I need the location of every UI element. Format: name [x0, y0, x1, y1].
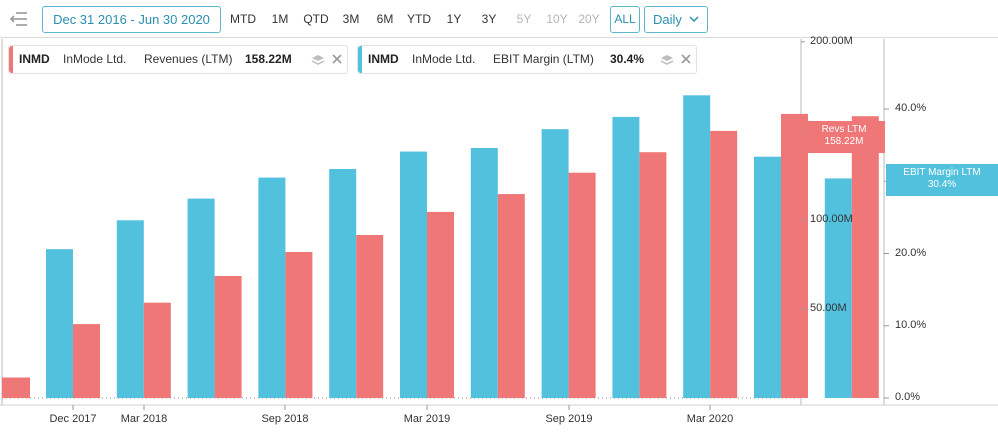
legend-chip-ebit-margin[interactable]: INMD InMode Ltd. EBIT Margin (LTM) 30.4%	[357, 45, 697, 74]
legend-metric: EBIT Margin (LTM)	[493, 52, 594, 66]
margin-axis-label: 20.0%	[895, 246, 927, 259]
margin-axis-label: 10.0%	[895, 318, 927, 331]
x-tick-label: Sep 2019	[545, 413, 593, 425]
chevron-down-icon	[689, 16, 699, 23]
range-button-5y[interactable]: 5Y	[516, 12, 532, 26]
ebit-margin-bar	[541, 129, 569, 398]
legend-ticker: INMD	[19, 52, 50, 66]
legend-chip-revenues[interactable]: INMD InMode Ltd. Revenues (LTM) 158.22M	[8, 45, 348, 74]
ebit-margin-bar	[329, 169, 357, 398]
range-button-qtd[interactable]: QTD	[303, 12, 329, 26]
margin-axis-label: 0.0%	[895, 391, 921, 403]
revenue-bar	[73, 324, 100, 398]
close-icon[interactable]	[680, 53, 692, 65]
revenue-bar	[639, 152, 667, 398]
legend-value: 158.22M	[245, 52, 292, 66]
range-button-20y[interactable]: 20Y	[578, 12, 600, 26]
ebit-margin-bar	[470, 148, 498, 398]
ebit-margin-bar	[400, 151, 427, 398]
revenue-axis-label: 200.00M	[810, 34, 853, 47]
margin-axis-label: 40.0%	[895, 102, 927, 114]
revenue-bar	[497, 194, 525, 398]
range-button-all[interactable]: ALL	[610, 6, 640, 33]
collapse-left-icon[interactable]	[8, 8, 30, 30]
layers-icon[interactable]	[660, 53, 674, 67]
range-button-mtd[interactable]: MTD	[230, 12, 256, 26]
close-icon[interactable]	[331, 53, 343, 65]
range-button-ytd[interactable]: YTD	[407, 12, 431, 26]
margin-flag-label: EBIT Margin LTM	[903, 167, 981, 178]
legend-metric: Revenues (LTM)	[144, 52, 233, 66]
revenue-bar	[143, 302, 171, 398]
x-tick-label: Dec 2017	[49, 413, 97, 425]
range-button-3y[interactable]: 3Y	[481, 12, 497, 26]
range-button-10y[interactable]: 10Y	[546, 12, 568, 26]
revenue-flag-label: Revs LTM	[821, 124, 867, 135]
legend-company: InMode Ltd.	[63, 52, 127, 66]
ebit-margin-bar	[116, 220, 144, 398]
x-tick-label: Sep 2018	[261, 413, 309, 425]
revenue-bar	[2, 377, 30, 398]
x-tick-label: Mar 2019	[403, 413, 451, 425]
ebit-margin-bar	[46, 249, 73, 398]
toolbar: Dec 31 2016 - Jun 30 2020 MTD 1M QTD 3M 6M YT…	[0, 0, 998, 38]
x-tick-label: Mar 2020	[686, 413, 734, 425]
revenue-bar	[851, 116, 879, 398]
revenue-bar	[781, 113, 808, 399]
revenue-axis-label: 100.00M	[810, 212, 853, 225]
ebit-margin-bar	[824, 178, 852, 398]
range-button-1m[interactable]: 1M	[271, 12, 289, 26]
date-range-picker[interactable]: Dec 31 2016 - Jun 30 2020	[42, 6, 221, 33]
x-tick-label: Mar 2018	[120, 413, 168, 425]
revenue-flag-value: 158.22M	[824, 136, 864, 147]
interval-select[interactable]: Daily	[644, 6, 708, 33]
range-button-1y[interactable]: 1Y	[446, 12, 462, 26]
legend-company: InMode Ltd.	[412, 52, 476, 66]
legend-ticker: INMD	[368, 52, 399, 66]
revenue-bar	[427, 211, 454, 398]
margin-flag-value: 30.4%	[927, 179, 957, 190]
layers-icon[interactable]	[311, 53, 325, 67]
margin-value-flag: EBIT Margin LTM 30.4%	[886, 164, 998, 196]
revenue-bar	[710, 130, 738, 398]
revenue-value-flag: Revs LTM 158.22M	[803, 121, 885, 153]
revenue-bar	[356, 235, 384, 398]
legend-color-bar	[358, 46, 362, 73]
ebit-margin-bar	[258, 177, 286, 398]
ebit-margin-bar	[683, 95, 711, 399]
revenue-bar	[568, 172, 596, 398]
ebit-margin-bar	[612, 116, 640, 399]
revenue-bar	[285, 252, 313, 398]
ebit-margin-bar	[187, 198, 215, 398]
range-button-3m[interactable]: 3M	[342, 12, 360, 26]
range-button-6m[interactable]: 6M	[376, 12, 394, 26]
legend-value: 30.4%	[610, 52, 645, 66]
legend-color-bar	[9, 46, 13, 73]
revenue-axis-label: 50.00M	[810, 301, 847, 314]
interval-value: Daily	[653, 12, 682, 27]
ebit-margin-bar	[754, 156, 781, 398]
revenue-bar	[214, 276, 242, 398]
